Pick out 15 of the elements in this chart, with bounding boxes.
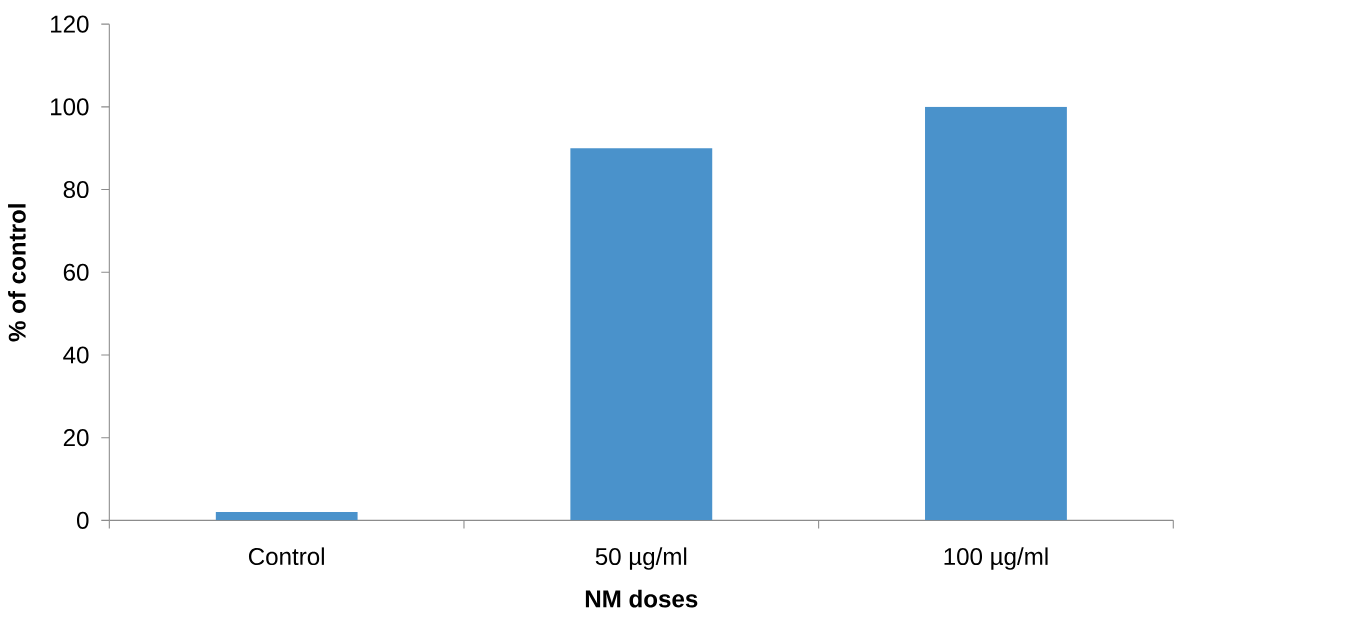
x-tick-label: 50 µg/ml <box>595 547 687 571</box>
y-tick-label: 20 <box>63 429 89 447</box>
bar <box>570 148 713 521</box>
bar <box>215 512 358 521</box>
bar <box>925 107 1067 521</box>
y-tick-label: 100 <box>51 98 89 116</box>
y-tick-label: 80 <box>63 181 89 199</box>
y-axis-title: % of control <box>8 204 26 342</box>
y-tick-label: 60 <box>63 263 89 282</box>
y-tick-label: 0 <box>76 512 89 530</box>
y-tick-label: 40 <box>63 346 89 364</box>
x-tick-label: Control <box>248 547 324 566</box>
x-axis-title: NM doses <box>585 589 698 608</box>
y-tick-label: 120 <box>51 15 89 33</box>
x-tick-label: 100 µg/ml <box>944 547 1048 571</box>
